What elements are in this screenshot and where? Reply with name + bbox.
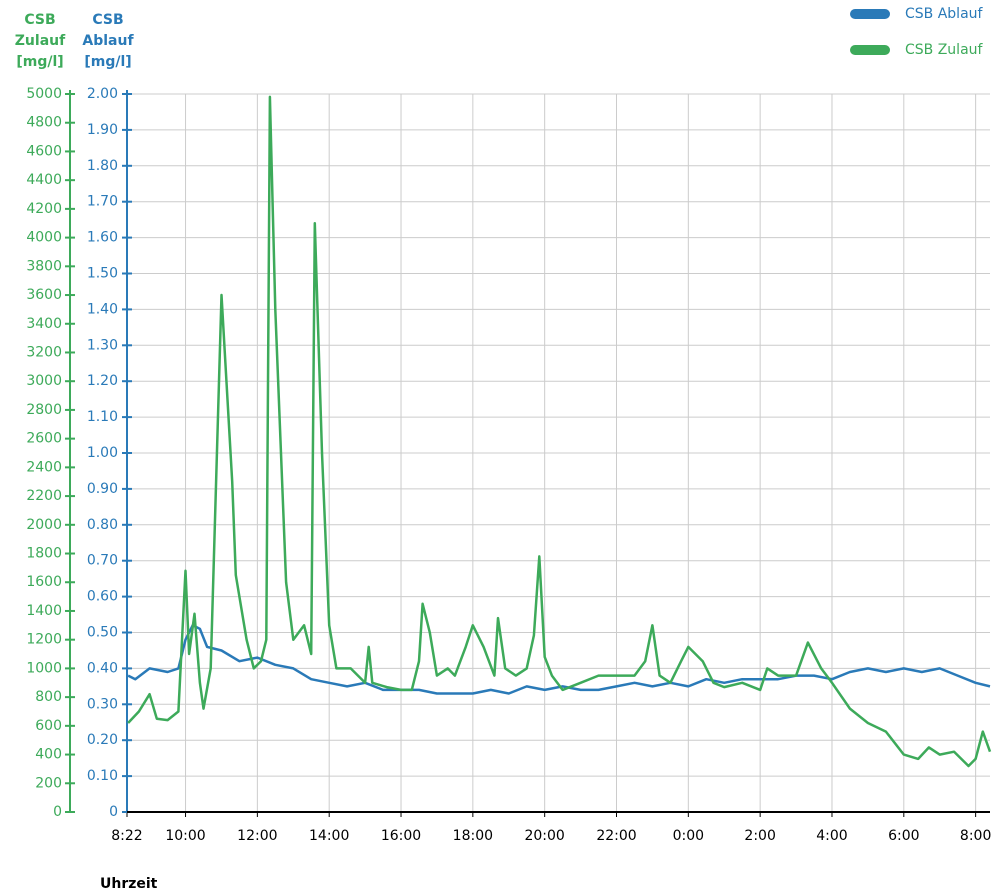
y2-tick-label: 200 [35,775,62,791]
y-tick-label: 2.00 [87,86,118,102]
y2-axis-label: Zulauf [15,33,66,49]
y-tick-label: 1.10 [87,409,118,425]
x-tick-label: 12:00 [237,828,277,844]
y2-tick-label: 4200 [26,201,62,217]
legend-label: CSB Ablauf [905,6,984,22]
y2-tick-label: 4000 [26,230,62,246]
x-tick-label: 2:00 [744,828,775,844]
y2-tick-label: 1200 [26,632,62,648]
y2-tick-label: 0 [53,804,62,820]
y-tick-label: 0 [109,804,118,820]
y2-tick-label: 2200 [26,488,62,504]
x-tick-label: 8:22 [111,828,142,844]
x-tick-label: 6:00 [888,828,919,844]
y2-tick-label: 2000 [26,517,62,533]
y-axis-label: [mg/l] [84,54,131,70]
y-tick-label: 1.30 [87,337,118,353]
y2-tick-label: 5000 [26,86,62,102]
y2-tick-label: 2800 [26,402,62,418]
y2-tick-label: 3400 [26,316,62,332]
y-tick-label: 0.90 [87,481,118,497]
x-tick-label: 8:00 [960,828,991,844]
y-tick-label: 1.40 [87,301,118,317]
y2-tick-label: 2400 [26,459,62,475]
y-tick-label: 1.60 [87,230,118,246]
y-tick-label: 1.90 [87,122,118,138]
y2-tick-label: 3200 [26,344,62,360]
y2-tick-label: 4400 [26,172,62,188]
x-tick-label: 18:00 [453,828,493,844]
y-tick-label: 0.80 [87,517,118,533]
y-axis-label: CSB [92,12,123,28]
y2-tick-label: 1600 [26,574,62,590]
y2-tick-label: 1800 [26,546,62,562]
y2-tick-label: 4600 [26,143,62,159]
y-tick-label: 1.00 [87,445,118,461]
x-axis-label: Uhrzeit [100,876,158,891]
y2-tick-label: 3600 [26,287,62,303]
y-tick-label: 0.70 [87,553,118,569]
y-tick-label: 0.40 [87,660,118,676]
y2-tick-label: 1400 [26,603,62,619]
legend-label: CSB Zulauf [905,42,984,58]
series-line [127,95,992,768]
x-tick-label: 22:00 [596,828,636,844]
x-tick-label: 20:00 [524,828,564,844]
y-tick-label: 0.50 [87,625,118,641]
y2-tick-label: 2600 [26,431,62,447]
y2-tick-label: 3000 [26,373,62,389]
y-tick-label: 0.60 [87,589,118,605]
y-tick-label: 1.50 [87,266,118,282]
y2-tick-label: 3800 [26,258,62,274]
y2-tick-label: 600 [35,718,62,734]
y-axis-label: Ablauf [82,33,134,49]
y2-axis-label: CSB [24,12,55,28]
y2-axis-label: [mg/l] [16,54,63,70]
y-tick-label: 1.70 [87,194,118,210]
y2-tick-label: 1000 [26,660,62,676]
x-tick-label: 16:00 [381,828,421,844]
y-tick-label: 0.10 [87,768,118,784]
y-tick-label: 1.20 [87,373,118,389]
series-line [127,624,991,695]
x-tick-label: 4:00 [816,828,847,844]
x-tick-label: 14:00 [309,828,349,844]
x-tick-label: 10:00 [165,828,205,844]
x-tick-label: 0:00 [673,828,704,844]
y-tick-label: 0.30 [87,696,118,712]
y2-tick-label: 4800 [26,115,62,131]
y2-tick-label: 800 [35,689,62,705]
y2-tick-label: 400 [35,747,62,763]
y-tick-label: 0.20 [87,732,118,748]
y-tick-label: 1.80 [87,158,118,174]
